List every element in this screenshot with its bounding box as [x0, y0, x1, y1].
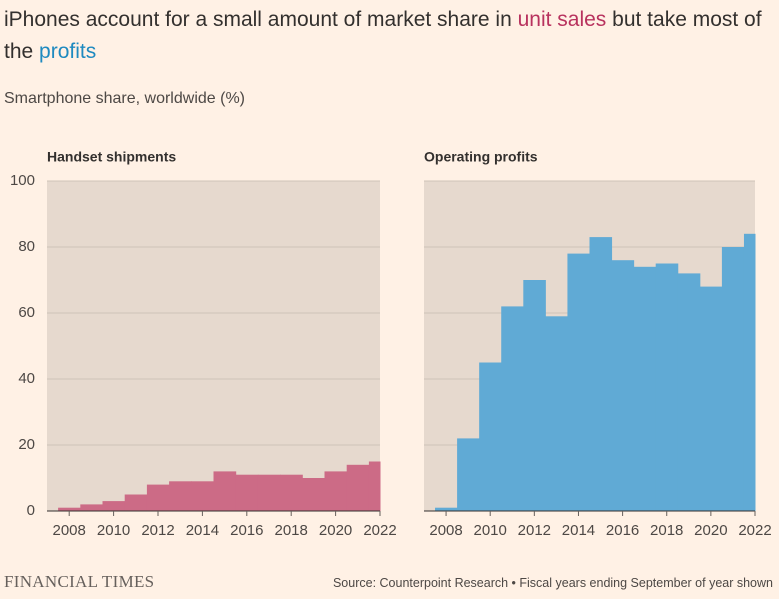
- bar: [655, 263, 679, 511]
- title-highlight: unit sales: [517, 8, 607, 31]
- x-tick-label: 2020: [319, 522, 352, 539]
- bar: [102, 501, 126, 511]
- title: iPhones account for a small amount of ma…: [4, 4, 769, 68]
- bar: [589, 237, 613, 511]
- bar: [721, 247, 745, 511]
- y-tick-label: 100: [10, 172, 35, 189]
- subtitle: Smartphone share, worldwide (%): [4, 90, 245, 107]
- x-tick-label: 2008: [53, 522, 86, 539]
- bar: [346, 464, 370, 511]
- bar: [457, 438, 480, 511]
- bar: [435, 507, 458, 511]
- x-tick-label: 2012: [518, 522, 551, 539]
- bar: [743, 233, 756, 512]
- bar: [191, 481, 214, 511]
- x-tick-label: 2010: [97, 522, 130, 539]
- bar: [146, 484, 170, 511]
- panel-title: Operating profits: [424, 149, 538, 165]
- x-tick-label: 2016: [606, 522, 639, 539]
- y-tick-label: 40: [18, 370, 35, 387]
- bar: [302, 478, 325, 511]
- bar: [611, 260, 635, 511]
- bar: [169, 481, 192, 511]
- bar: [257, 474, 281, 511]
- x-tick-label: 2014: [562, 522, 595, 539]
- bar: [523, 280, 546, 511]
- x-tick-label: 2008: [429, 522, 462, 539]
- bar: [545, 316, 568, 511]
- title-part: but take most of the: [4, 8, 762, 63]
- x-tick-label: 2018: [650, 522, 683, 539]
- bar: [479, 362, 502, 511]
- x-tick-label: 2014: [186, 522, 219, 539]
- x-tick-label: 2010: [474, 522, 507, 539]
- bar: [124, 494, 148, 511]
- bar: [280, 474, 303, 511]
- panel-title: Handset shipments: [47, 149, 176, 165]
- bar: [677, 273, 701, 511]
- source: Source: Counterpoint Research • Fiscal y…: [332, 576, 773, 590]
- y-tick-label: 20: [18, 436, 35, 453]
- bar: [80, 504, 103, 511]
- plot-area: [47, 181, 380, 511]
- y-tick-label: 80: [18, 238, 35, 255]
- bar: [213, 471, 237, 511]
- bar: [501, 306, 524, 511]
- bar: [58, 507, 81, 511]
- x-tick-label: 2012: [141, 522, 174, 539]
- bar: [699, 286, 723, 511]
- bar: [324, 471, 348, 511]
- x-tick-label: 2018: [275, 522, 308, 539]
- bar: [567, 253, 590, 511]
- bar: [235, 474, 259, 511]
- title-highlight: profits: [39, 40, 97, 63]
- bar: [368, 461, 381, 511]
- bar: [633, 266, 657, 511]
- title-part: iPhones account for a small amount of ma…: [4, 8, 518, 31]
- y-tick-label: 0: [27, 502, 35, 519]
- x-tick-label: 2022: [738, 522, 771, 539]
- brand: FINANCIAL TIMES: [4, 572, 155, 591]
- y-tick-label: 60: [18, 304, 35, 321]
- x-tick-label: 2016: [230, 522, 263, 539]
- x-tick-label: 2020: [694, 522, 727, 539]
- x-tick-label: 2022: [363, 522, 396, 539]
